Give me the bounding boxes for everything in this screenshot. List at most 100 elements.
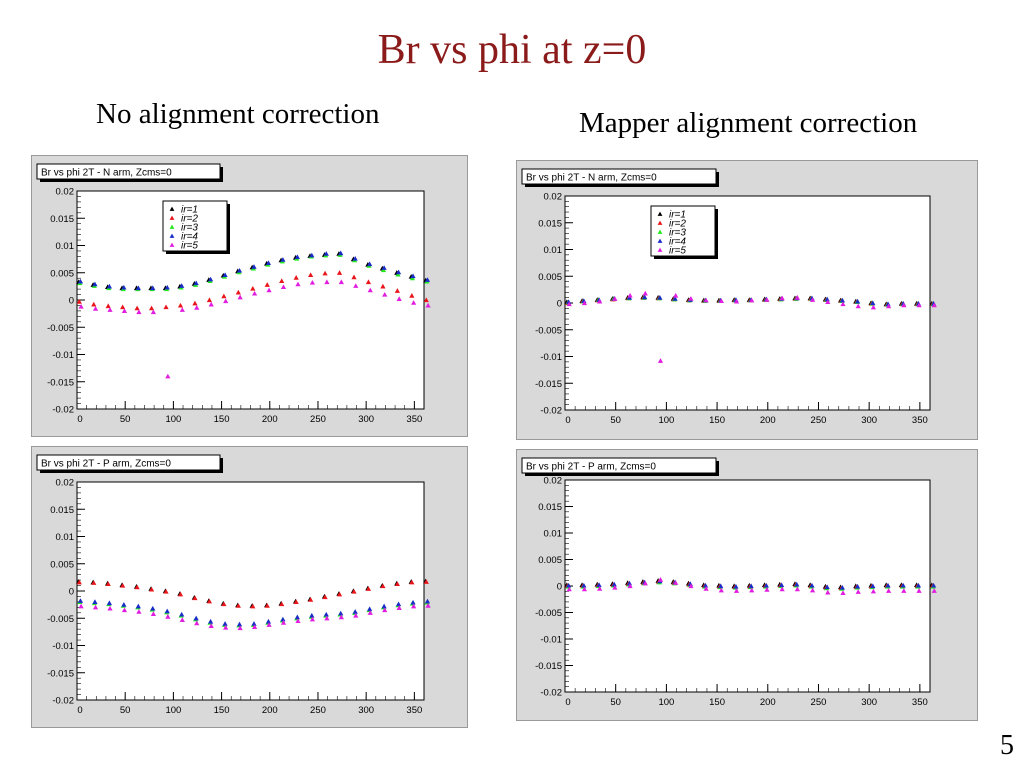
legend-marker (169, 242, 175, 247)
data-point-ir5 (367, 610, 373, 615)
data-point-ir5 (92, 604, 99, 610)
data-point-ir5 (566, 586, 572, 592)
y-tick-label: 0.015 (50, 505, 74, 516)
data-point-ir4 (611, 581, 617, 587)
data-point-ir2 (264, 603, 270, 608)
x-tick-label: 200 (760, 697, 776, 708)
data-point-ir4 (824, 296, 830, 302)
data-point-ir5 (295, 618, 301, 624)
data-point-ir2 (365, 279, 372, 285)
y-tick-label: -0.005 (47, 614, 74, 625)
data-point-ir5 (396, 296, 402, 301)
mapper-corr-n-arm-chart: Br vs phi 2T - N arm, Zcms=0 -0.02 -0.015 -… (516, 160, 978, 440)
y-tick-label: 0.005 (50, 268, 74, 279)
data-point-ir5 (411, 603, 417, 609)
y-tick-label: 0.015 (538, 502, 562, 513)
data-point-ir5 (425, 603, 431, 608)
data-point-ir2 (279, 278, 285, 284)
x-tick-label: 300 (861, 697, 877, 708)
x-tick-label: 350 (912, 415, 928, 426)
data-point-ir4 (748, 583, 754, 589)
data-point-ir4 (870, 300, 876, 306)
data-point-ir5 (581, 300, 588, 306)
data-point-ir4 (566, 582, 572, 588)
legend-label: ir=3 (181, 223, 198, 234)
data-point-ir5 (855, 589, 861, 594)
data-point-ir5 (150, 309, 156, 315)
data-point-ir2 (105, 303, 111, 309)
x-tick-label: 150 (214, 705, 230, 716)
x-tick-label: 50 (610, 415, 621, 426)
no-corr-p-arm-chart: Br vs phi 2T - P arm, Zcms=0 -0.02 -0.015 -… (31, 446, 468, 728)
y-tick-label: 0.02 (544, 192, 563, 203)
data-point-ir2 (351, 274, 357, 280)
legend-label: ir=4 (669, 237, 686, 248)
x-tick-label: 250 (811, 697, 827, 708)
data-point-ir5 (280, 620, 287, 625)
data-point-ir4 (424, 277, 431, 282)
data-point-ir4 (208, 618, 214, 624)
legend-marker (169, 206, 175, 211)
data-point-ir4 (309, 252, 315, 258)
data-point-ir4 (280, 257, 286, 262)
data-point-ir5 (251, 290, 258, 296)
data-point-ir4 (395, 601, 402, 607)
data-point-ir4 (596, 582, 602, 588)
data-point-ir5 (237, 625, 243, 631)
data-point-ir5 (627, 583, 633, 589)
data-point-ir5 (353, 612, 359, 618)
data-point-ir5 (208, 623, 214, 628)
data-point-ir5 (901, 588, 907, 593)
data-point-ir4 (839, 584, 845, 590)
legend-marker (657, 238, 663, 243)
data-point-ir2 (206, 297, 213, 303)
data-point-ir4 (294, 254, 300, 260)
data-point-ir5 (840, 590, 846, 595)
y-tick-label: 0.005 (538, 555, 562, 566)
data-point-ir5 (642, 580, 648, 586)
data-point-ir4 (179, 611, 185, 617)
data-point-ir5 (794, 295, 800, 300)
data-point-ir5 (597, 586, 603, 591)
data-point-ir2 (308, 597, 314, 602)
plot-area (564, 195, 931, 411)
data-point-ir5 (165, 614, 171, 619)
data-point-ir2 (148, 305, 155, 311)
data-point-ir2 (409, 579, 415, 585)
data-point-ir4 (106, 600, 113, 606)
data-point-ir4 (92, 599, 98, 604)
data-point-ir5 (396, 605, 402, 610)
x-tick-label: 250 (811, 415, 827, 426)
data-point-ir4 (855, 583, 861, 589)
y-tick-label: 0 (557, 582, 562, 593)
data-point-ir4 (702, 582, 709, 588)
data-point-ir2 (163, 304, 169, 310)
data-point-ir5 (688, 296, 694, 301)
data-point-ir4 (236, 621, 243, 627)
data-point-ir5 (223, 298, 229, 304)
data-point-ir4 (121, 284, 127, 290)
data-point-ir5 (411, 300, 417, 305)
x-tick-label: 300 (358, 705, 374, 716)
data-point-ir5 (931, 588, 937, 593)
data-point-ir5 (809, 297, 816, 302)
data-point-ir2 (76, 579, 82, 585)
data-point-ir4 (657, 295, 663, 300)
data-point-ir5 (870, 588, 877, 594)
data-point-ir5 (223, 624, 229, 630)
data-point-ir5 (78, 303, 84, 309)
data-point-ir2 (423, 579, 429, 584)
data-point-ir4 (77, 598, 84, 603)
data-point-ir5 (642, 290, 648, 296)
y-tick-label: 0.01 (56, 532, 75, 543)
y-tick-label: -0.015 (47, 377, 74, 388)
data-point-ir4 (222, 272, 228, 278)
data-point-ir5 (194, 305, 200, 310)
legend-label: ir=3 (669, 228, 686, 239)
data-point-ir4 (208, 276, 214, 282)
y-tick-label: 0 (69, 296, 74, 307)
chart-title: Br vs phi 2T - N arm, Zcms=0 (36, 163, 223, 182)
data-point-ir5 (779, 295, 785, 301)
data-point-ir5 (324, 615, 330, 621)
data-point-ir4 (424, 598, 431, 604)
